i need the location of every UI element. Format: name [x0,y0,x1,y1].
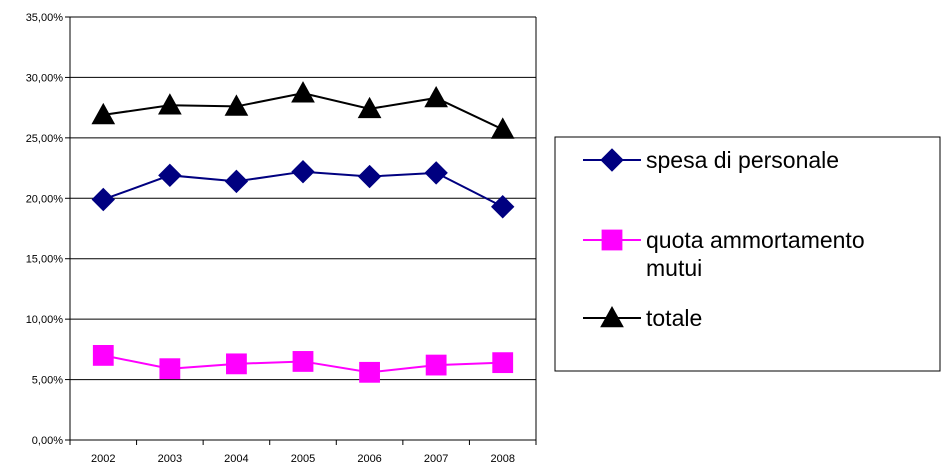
data-point [357,96,382,119]
y-tick-label: 20,00% [26,193,64,205]
y-tick-label: 30,00% [26,72,64,84]
x-tick-label: 2006 [357,453,381,465]
legend-label: totale [646,305,702,331]
series-triangle [91,81,515,139]
y-tick-label: 35,00% [26,12,64,24]
y-tick-label: 25,00% [26,133,64,145]
data-point [226,353,247,375]
y-tick-label: 10,00% [26,314,64,326]
data-point [357,164,382,189]
x-tick-label: 2004 [224,453,248,465]
y-tick-label: 15,00% [26,254,64,266]
data-point [158,163,182,188]
plot-area-background [70,17,536,440]
series-diamond [91,159,515,219]
data-point [291,81,315,103]
data-point [490,117,515,139]
legend-marker [600,148,624,172]
legend-item: totale [583,305,702,331]
x-tick-label: 2002 [91,453,115,465]
legend-label: spesa di personale [646,147,839,173]
data-point [292,351,314,372]
legend-label: quota ammortamento mutui [646,227,865,281]
series-layer [91,81,515,383]
data-point [91,187,115,212]
gridlines [70,16,537,440]
x-tick-label: 2008 [490,453,514,465]
data-point [92,345,114,366]
legend-marker [600,305,624,328]
series-square [92,345,514,383]
data-point [492,352,514,374]
data-point [224,94,249,116]
y-tick-label: 0,00% [32,435,63,447]
data-point [158,93,182,115]
y-axis: 0,00% 5,00% 10,00% 15,00% 20,00% 25,00% 30,00%… [26,12,71,447]
data-point [424,85,448,108]
x-tick-label: 2005 [291,453,315,465]
legend-box [554,136,941,372]
data-point [91,102,116,125]
data-point [425,354,447,376]
x-axis: 2002 2003 2004 2005 2006 2007 2008 [69,439,537,465]
legend-items: spesa di personale quota ammortamento mutu… [583,147,865,331]
x-tick-label: 2007 [424,453,448,465]
plot-area: 0,00% 5,00% 10,00% 15,00% 20,00% 25,00% 30,00%… [26,12,537,465]
legend-item: spesa di personale [583,147,839,173]
data-point [424,161,448,185]
y-tick-label: 5,00% [32,375,63,387]
data-point [291,159,315,184]
data-point [491,195,515,219]
data-point [224,169,249,194]
x-tick-label: 2003 [158,453,182,465]
data-point [159,358,181,380]
legend-marker [601,229,623,251]
data-point [359,361,380,383]
legend-item: quota ammortamento mutui [583,227,865,281]
legend: spesa di personale quota ammortamento mutu… [554,136,941,372]
